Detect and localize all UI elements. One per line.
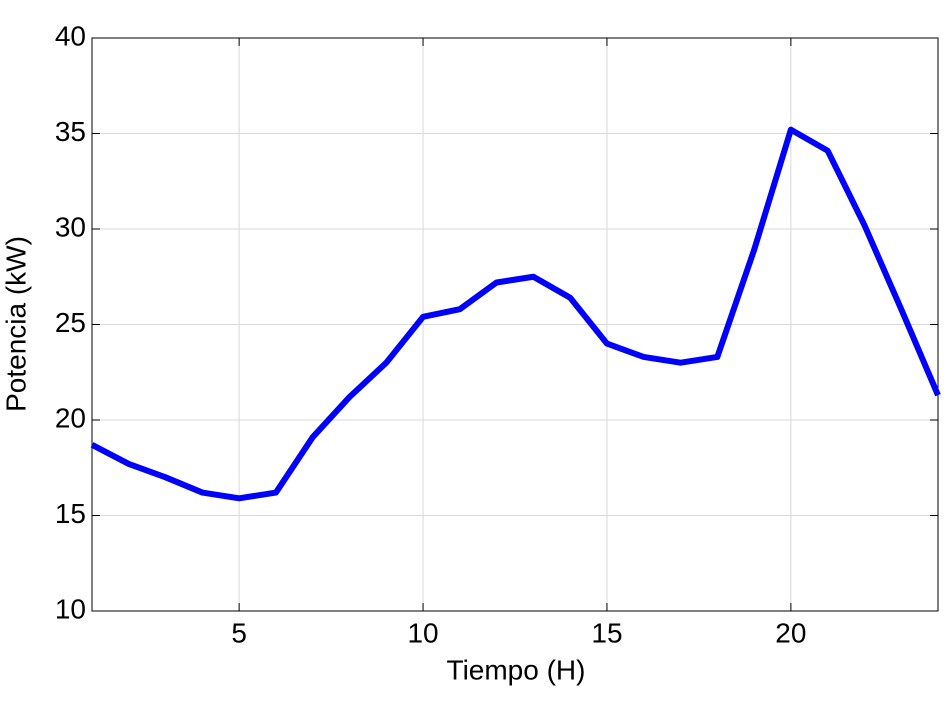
y-tick-label: 35: [55, 116, 86, 147]
x-tick-label: 20: [775, 617, 806, 648]
x-axis-label: Tiempo (H): [447, 654, 586, 685]
x-tick-label: 10: [407, 617, 438, 648]
plot-frame: [91, 37, 939, 612]
y-tick-label: 40: [55, 20, 86, 51]
y-tick-label: 10: [55, 593, 86, 624]
y-tick-label: 30: [55, 211, 86, 242]
x-tick-label: 15: [591, 617, 622, 648]
x-tick-label: 5: [231, 617, 247, 648]
y-tick-label: 25: [55, 307, 86, 338]
data-line: [90, 126, 941, 502]
y-axis-label: Potencia (kW): [0, 236, 31, 412]
y-tick-label: 15: [55, 498, 86, 529]
y-tick-label: 20: [55, 402, 86, 433]
